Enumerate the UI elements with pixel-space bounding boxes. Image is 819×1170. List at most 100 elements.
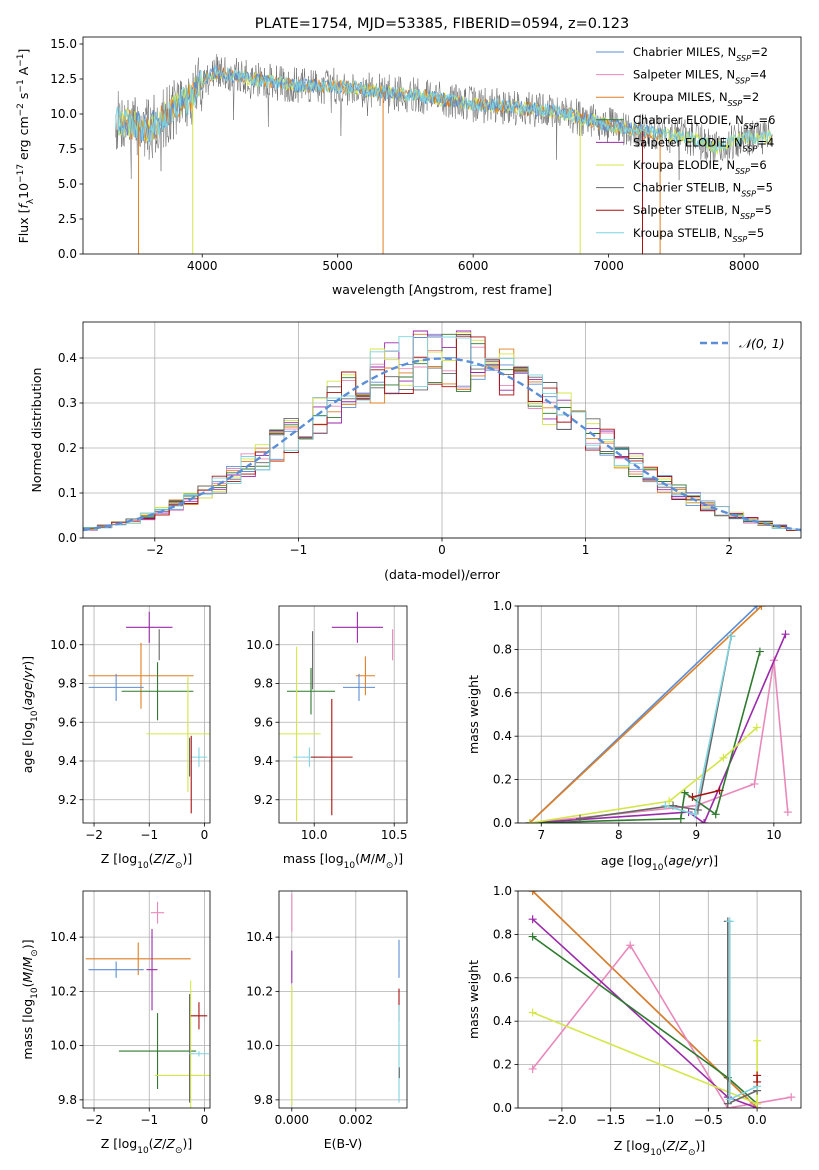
errorbars — [88, 611, 210, 814]
x-tick-label: 4000 — [187, 259, 218, 273]
weight-series-kroupa_elodie — [532, 1011, 758, 1105]
x-tick-label: 0.0 — [748, 1113, 767, 1127]
weight-series-chabrier_stelib — [727, 921, 758, 1105]
y-tick-label: 0.6 — [493, 971, 512, 985]
label-part: age [log — [20, 722, 35, 773]
legend-label: Chabrier MILES, NSSP=2 — [633, 45, 768, 63]
label-part: )] — [182, 1136, 192, 1151]
errorbars — [85, 901, 210, 1108]
x-tick-label: 10.5 — [381, 828, 408, 842]
x-tick-label: 10.0 — [301, 828, 328, 842]
legend-val: =5 — [756, 181, 773, 195]
legend-sub: SSP — [743, 144, 758, 153]
histogram-salpeter_stelib — [83, 335, 801, 533]
label-part: age — [668, 853, 692, 868]
y-tick-label: 10.0 — [246, 1039, 273, 1053]
x-tick-label: −1 — [140, 1113, 158, 1127]
label-part: erg cm — [16, 116, 31, 164]
y-tick-label: 2.5 — [58, 212, 77, 226]
weight-series-kroupa_miles — [529, 606, 763, 823]
y-tick-label: 12.5 — [50, 72, 77, 86]
legend-main: Salpeter ELODIE, N — [633, 135, 743, 149]
label-part: ⊙ — [386, 861, 394, 871]
legend-label: Salpeter MILES, NSSP=4 — [633, 68, 767, 86]
weight-series-chabrier_elodie — [532, 935, 758, 1105]
observed-spectrum — [115, 54, 773, 181]
x-tick-label: 2 — [725, 543, 733, 557]
label-part: s — [16, 93, 31, 104]
errorbar-point — [150, 901, 165, 924]
weight-marker — [725, 917, 734, 926]
y-axis-label: mass weight — [466, 675, 481, 754]
weight-marker — [757, 606, 766, 610]
x-axis-label: mass [log10(M/M⊙)] — [283, 851, 403, 871]
label-part: Z — [666, 1138, 676, 1153]
weight-marker — [676, 814, 685, 823]
weight-series-chabrier_elodie — [529, 651, 761, 823]
errorbar-point — [154, 980, 210, 1108]
legend-val: =4 — [750, 68, 767, 82]
weight-marker — [753, 1071, 762, 1080]
y-tick-label: 10.4 — [246, 930, 273, 944]
y-tick-label: 9.4 — [254, 754, 273, 768]
label-part: 10 — [652, 863, 664, 873]
y-tick-label: 10.2 — [50, 984, 77, 998]
x-axis-label: Z [log10(Z/Z⊙)] — [101, 1136, 193, 1156]
label-part: M — [375, 851, 386, 866]
weight-marker — [528, 1008, 537, 1017]
legend-val: =6 — [750, 158, 767, 172]
legend-sub: SSP — [741, 189, 756, 198]
x-tick-label: 5000 — [322, 259, 353, 273]
label-part: yr — [20, 665, 35, 679]
y-tick-label: 0.8 — [493, 927, 512, 941]
weight-marker — [688, 792, 697, 801]
x-tick-label: 10 — [766, 828, 781, 842]
label-part: )] — [708, 853, 718, 868]
legend-sub: SSP — [744, 121, 759, 130]
label-part: ] — [16, 49, 31, 54]
weight-marker — [665, 797, 674, 806]
x-tick-label: 7000 — [593, 259, 624, 273]
label-part: / — [675, 1138, 680, 1153]
histogram-kroupa_stelib — [83, 336, 801, 532]
label-part: yr — [695, 853, 709, 868]
y-tick-label: 9.2 — [58, 793, 77, 807]
y-tick-label: 9.6 — [58, 715, 77, 729]
y-tick-label: 7.5 — [58, 142, 77, 156]
legend-sub: SSP — [740, 212, 755, 221]
weight-series-salpeter_elodie — [529, 633, 787, 823]
legend-main: Kroupa STELIB, N — [633, 226, 733, 240]
y-tick-label: 10.4 — [50, 930, 77, 944]
errorbar-point — [287, 668, 335, 715]
legend-label: Kroupa ELODIE, NSSP=6 — [633, 158, 767, 176]
y-tick-label: 10.0 — [246, 638, 273, 652]
label-part: Z — [165, 851, 175, 866]
normal-curve — [83, 357, 801, 532]
weight-marker — [781, 630, 790, 639]
x-tick-label: −2 — [85, 828, 103, 842]
weight-series-kroupa_miles — [532, 891, 758, 1108]
x-axis-label: E(B-V) — [324, 1136, 363, 1151]
x-axis-label: Z [log10(Z/Z⊙)] — [101, 851, 193, 871]
legend-sub: SSP — [735, 167, 750, 176]
legend-sub: SSP — [735, 76, 750, 85]
y-tick-label: 0.0 — [58, 531, 77, 545]
x-tick-label: −1 — [140, 828, 158, 842]
y-tick-label: 0.4 — [58, 351, 77, 365]
label-part: ( — [149, 851, 154, 866]
label-part: / — [162, 1136, 167, 1151]
y-tick-label: 0.6 — [493, 686, 512, 700]
x-axis-label: wavelength [Angstrom, rest frame] — [332, 282, 552, 297]
label-part: 10 — [344, 861, 356, 871]
y-tick-label: 5.0 — [58, 177, 77, 191]
weight-marker — [725, 1095, 734, 1104]
label-part: Flux [ — [16, 209, 31, 244]
label-part: ( — [663, 853, 668, 868]
label-part: / — [20, 677, 35, 682]
x-tick-label: 1 — [582, 543, 590, 557]
label-part: f — [16, 203, 31, 209]
legend-label: 𝒩(0, 1) — [739, 336, 785, 351]
weight-series-salpeter_stelib — [692, 789, 720, 798]
y-tick-label: 10.0 — [50, 638, 77, 652]
weight-marker — [727, 632, 736, 641]
